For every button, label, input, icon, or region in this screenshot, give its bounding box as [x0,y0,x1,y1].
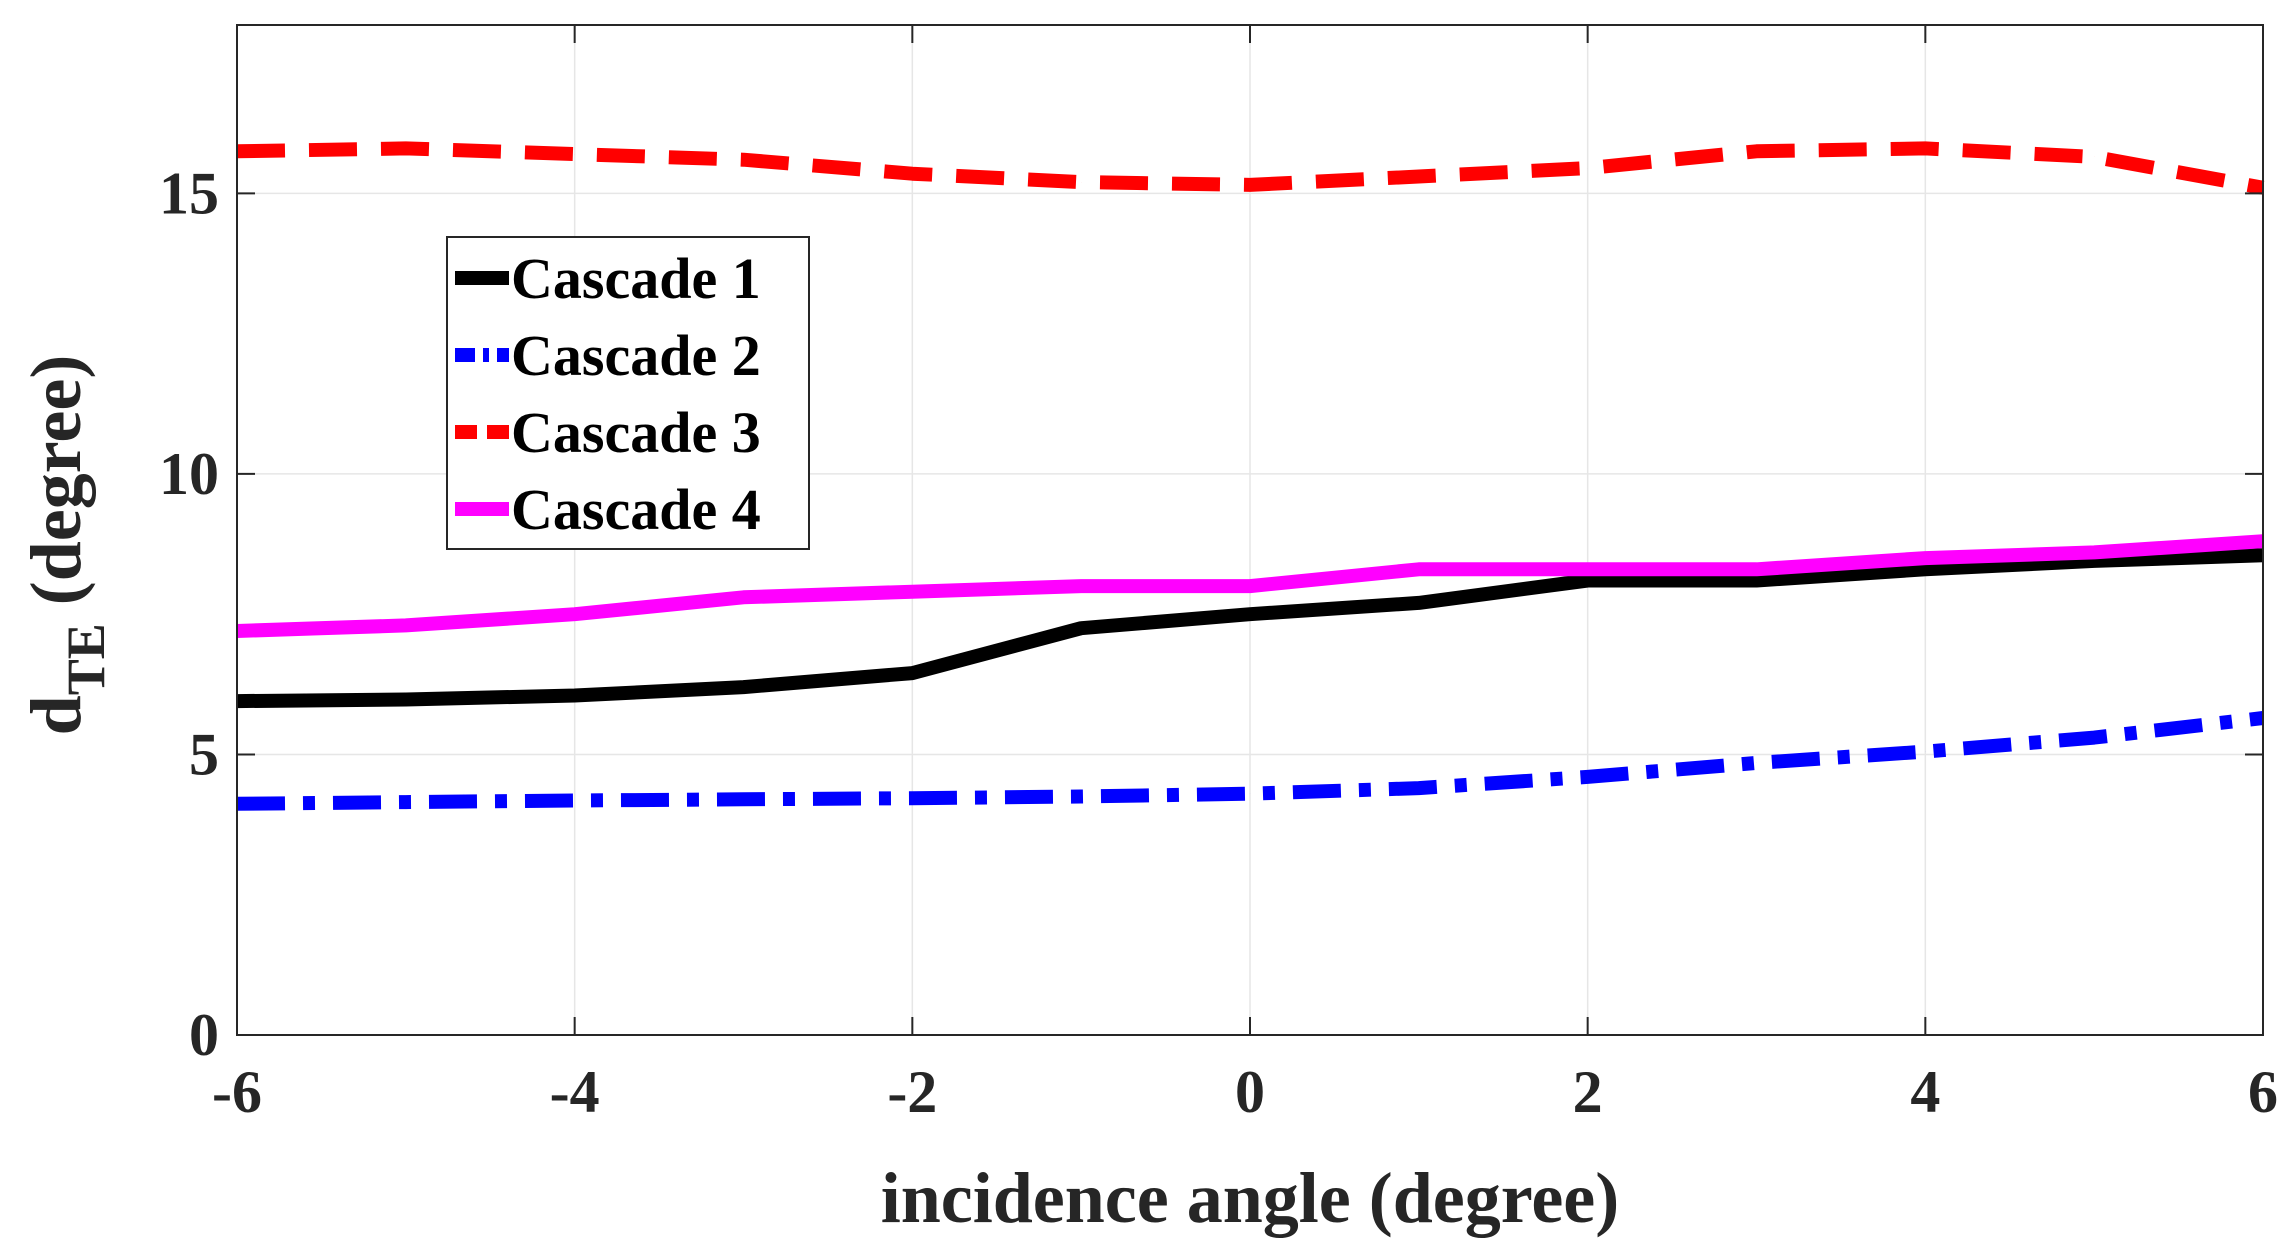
x-tick-label: 6 [2248,1059,2278,1125]
y-axis-title-suffix: (degree) [16,355,96,624]
y-tick-label: 15 [159,160,219,226]
legend: Cascade 1 Cascade 2 Cascade 3 Cascade 4 [446,236,810,550]
y-axis-title-main: d [16,695,96,735]
x-tick-label: -2 [887,1059,937,1125]
y-tick-label: 10 [159,441,219,507]
x-tick-label: 4 [1910,1059,1940,1125]
y-tick-label: 5 [189,721,219,787]
x-tick-label: -6 [212,1059,262,1125]
x-tick-label: 0 [1235,1059,1265,1125]
y-tick-label: 0 [189,1002,219,1068]
series-group [236,141,2265,811]
legend-box [446,236,810,550]
y-axis-title-subscript: TE [56,623,116,695]
x-tick-label: -4 [550,1059,600,1125]
x-tick-label: 2 [1573,1059,1603,1125]
x-axis-title: incidence angle (degree) [881,1158,1620,1238]
legend-label-cascade-2: Cascade 2 [511,323,761,388]
legend-label-cascade-3: Cascade 3 [511,400,761,465]
axis-ticks: -6 -4 -2 0 2 4 6 0 5 10 15 [159,25,2278,1125]
y-axis-title: dTE (degree) [16,355,116,736]
legend-label-cascade-4: Cascade 4 [511,477,761,542]
legend-label-cascade-1: Cascade 1 [511,246,761,311]
